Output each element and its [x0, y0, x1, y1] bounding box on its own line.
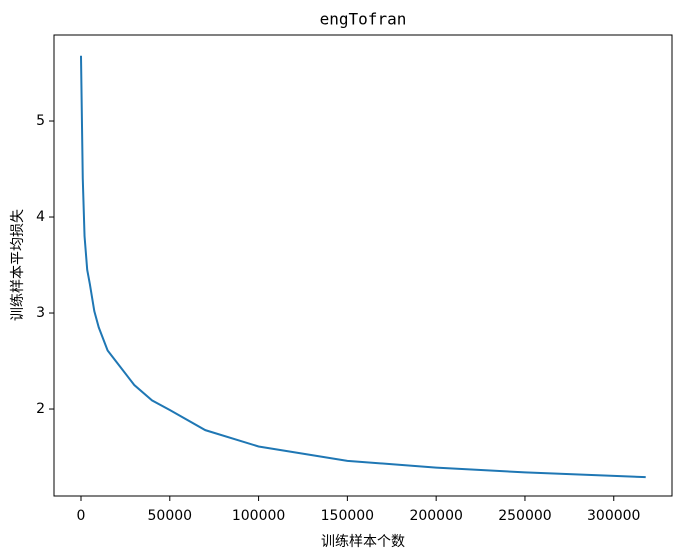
x-tick-label: 0 [77, 508, 86, 524]
chart-title: engTofran [320, 10, 407, 29]
x-tick-label: 200000 [409, 508, 462, 524]
line [79, 55, 646, 479]
x-tick-label: 100000 [232, 508, 285, 524]
plot-frame [53, 34, 673, 497]
y-axis-label: 训练样本平均损失 [10, 209, 26, 321]
x-tick-label: 300000 [587, 508, 640, 524]
y-tick-label: 2 [36, 401, 45, 417]
x-tick-label: 250000 [498, 508, 551, 524]
y-tick-label: 4 [36, 209, 45, 225]
y-tick-label: 5 [36, 113, 45, 129]
x-axis-label: 训练样本个数 [321, 534, 405, 550]
x-tick-label: 50000 [148, 508, 193, 524]
y-tick-label: 3 [36, 305, 45, 321]
x-tick-label: 150000 [321, 508, 374, 524]
